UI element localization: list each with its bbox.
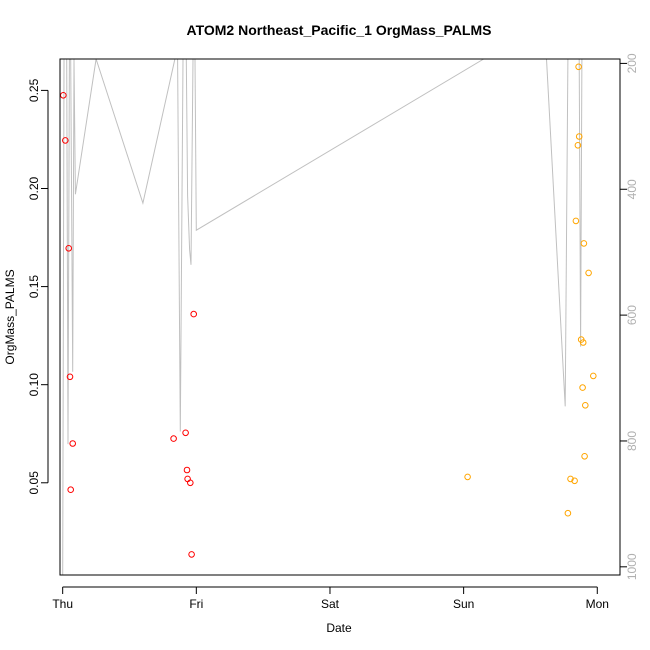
data-point-series-2: [464, 473, 471, 481]
data-point-series-1: [170, 435, 177, 442]
x-tick-label: Mon: [586, 597, 609, 611]
data-point-series-2: [585, 269, 592, 277]
data-point-series-2: [581, 453, 588, 460]
data-point-series-1: [62, 137, 69, 144]
y2-tick-label: 400: [625, 179, 639, 199]
data-point-series-2: [590, 372, 597, 380]
data-point-series-2: [567, 475, 574, 483]
x-axis-label: Date: [326, 621, 352, 635]
data-point-series-2: [564, 509, 572, 517]
x-tick-label: Sun: [453, 597, 474, 611]
data-point-series-1: [190, 310, 197, 318]
data-point-series-1: [187, 479, 194, 487]
x-tick-label: Fri: [189, 597, 203, 611]
y-tick-label: 0.15: [27, 275, 41, 299]
data-point-series-2: [571, 477, 578, 485]
y-tick-label: 0.25: [27, 78, 41, 102]
data-point-series-2: [572, 217, 580, 225]
data-point-series-1: [67, 486, 74, 494]
y2-tick-label: 800: [625, 431, 639, 451]
y-tick-label: 0.05: [27, 471, 41, 495]
axes-group: Thu Fri Sat Sun Mon 0.05 0.10 0.15 0.20 0.25 200 40…: [27, 53, 639, 611]
y2-tick-label: 600: [625, 305, 639, 325]
points-series-group: [60, 63, 597, 558]
data-point-series-1: [183, 466, 191, 474]
data-point-series-2: [574, 142, 582, 149]
x-tick-label: Sat: [321, 597, 340, 611]
data-point-series-1: [65, 245, 72, 252]
y-tick-label: 0.10: [27, 373, 41, 397]
chart-title: ATOM2 Northeast_Pacific_1 OrgMass_PALMS: [187, 22, 492, 38]
data-point-series-2: [575, 133, 583, 140]
data-point-series-1: [66, 373, 74, 381]
data-point-series-1: [184, 475, 191, 483]
y-tick-label: 0.20: [27, 176, 41, 200]
data-point-series-1: [188, 551, 195, 558]
plot-frame: [59, 58, 621, 576]
data-point-series-2: [580, 240, 588, 247]
data-point-series-2: [582, 402, 589, 409]
data-point-series-1: [69, 440, 76, 447]
data-point-series-2: [575, 63, 582, 71]
data-point-series-2: [579, 339, 587, 346]
data-point-series-1: [182, 429, 189, 437]
pressure-line-series: [62, 58, 598, 576]
x-tick-label: Thu: [52, 597, 73, 611]
data-point-series-2: [579, 384, 586, 391]
pressure-line: [62, 58, 598, 576]
y2-tick-label: 200: [625, 53, 639, 73]
data-point-series-1: [60, 92, 67, 99]
y2-tick-label: 1000: [625, 553, 639, 580]
y-axis-label: OrgMass_PALMS: [3, 269, 17, 364]
